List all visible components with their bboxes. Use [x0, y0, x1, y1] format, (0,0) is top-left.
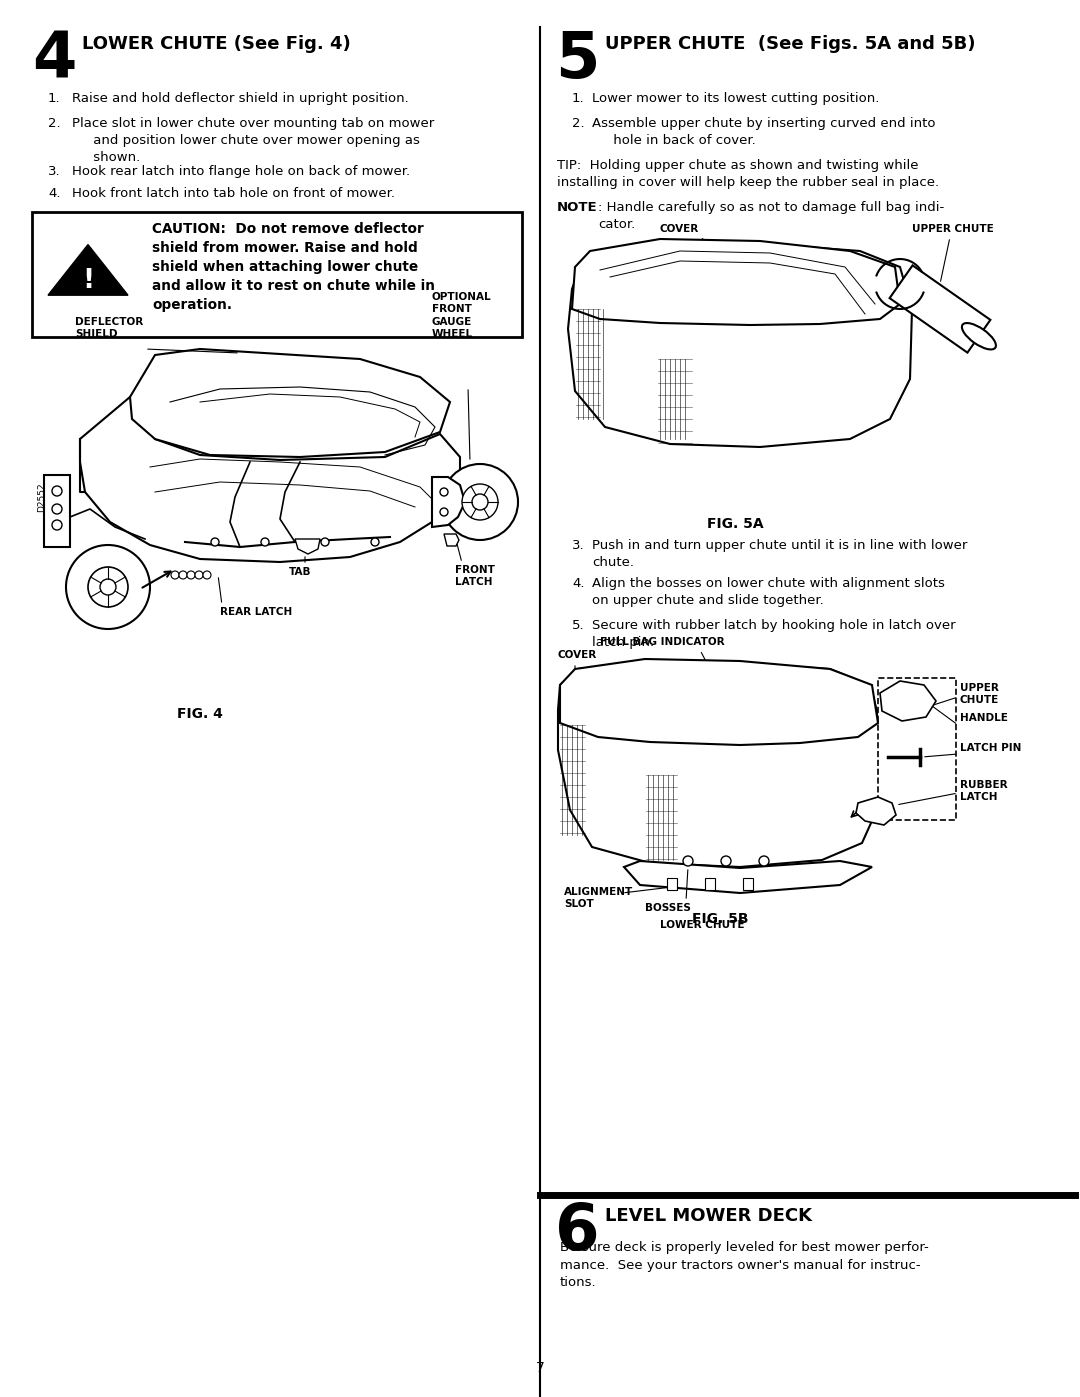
Polygon shape [856, 798, 896, 826]
Polygon shape [432, 476, 465, 527]
Text: UPPER CHUTE  (See Figs. 5A and 5B): UPPER CHUTE (See Figs. 5A and 5B) [605, 35, 975, 53]
FancyBboxPatch shape [44, 475, 70, 548]
Text: 2.: 2. [572, 117, 584, 130]
Circle shape [52, 486, 62, 496]
Polygon shape [80, 397, 460, 562]
Text: FULL BAG INDICATOR: FULL BAG INDICATOR [600, 637, 725, 647]
Text: 3.: 3. [572, 539, 584, 552]
Text: 5.: 5. [572, 619, 584, 631]
Circle shape [472, 495, 488, 510]
Circle shape [171, 571, 179, 578]
Text: 7: 7 [536, 1361, 544, 1375]
Text: RUBBER
LATCH: RUBBER LATCH [960, 780, 1008, 802]
FancyBboxPatch shape [32, 212, 522, 337]
Polygon shape [624, 861, 872, 893]
Circle shape [100, 578, 116, 595]
Text: 4: 4 [32, 29, 77, 91]
Ellipse shape [962, 323, 996, 349]
Text: LOWER CHUTE: LOWER CHUTE [660, 921, 744, 930]
Text: NOTE: NOTE [557, 201, 597, 214]
Text: TAB: TAB [288, 567, 311, 577]
Circle shape [52, 520, 62, 529]
Text: 6: 6 [555, 1201, 599, 1263]
Text: COVER: COVER [557, 650, 596, 659]
FancyBboxPatch shape [878, 678, 956, 820]
Text: Secure with rubber latch by hooking hole in latch over
latch pin.: Secure with rubber latch by hooking hole… [592, 619, 956, 650]
Text: HANDLE: HANDLE [960, 712, 1008, 724]
Polygon shape [130, 349, 450, 457]
Text: UPPER CHUTE: UPPER CHUTE [912, 224, 994, 235]
Text: Place slot in lower chute over mounting tab on mower
     and position lower chu: Place slot in lower chute over mounting … [72, 117, 434, 163]
Text: REAR LATCH: REAR LATCH [220, 608, 293, 617]
Circle shape [261, 538, 269, 546]
Circle shape [66, 545, 150, 629]
Text: Assemble upper chute by inserting curved end into
     hole in back of cover.: Assemble upper chute by inserting curved… [592, 117, 935, 147]
Text: Align the bosses on lower chute with alignment slots
on upper chute and slide to: Align the bosses on lower chute with ali… [592, 577, 945, 608]
Circle shape [87, 567, 129, 608]
Text: FIG. 4: FIG. 4 [177, 707, 222, 721]
Polygon shape [880, 680, 936, 721]
Text: FIG. 5B: FIG. 5B [692, 912, 748, 926]
Circle shape [203, 571, 211, 578]
Text: COVER: COVER [660, 224, 699, 235]
Text: ALIGNMENT
SLOT: ALIGNMENT SLOT [564, 887, 633, 909]
Circle shape [52, 504, 62, 514]
Text: 3.: 3. [48, 165, 60, 177]
Text: 4.: 4. [572, 577, 584, 590]
Text: 2.: 2. [48, 117, 60, 130]
Text: 1.: 1. [48, 92, 60, 105]
Text: Push in and turn upper chute until it is in line with lower
chute.: Push in and turn upper chute until it is… [592, 539, 968, 569]
Circle shape [321, 538, 329, 546]
FancyBboxPatch shape [667, 877, 677, 890]
Circle shape [462, 483, 498, 520]
Text: CAUTION:  Do not remove deflector
shield from mower. Raise and hold
shield when : CAUTION: Do not remove deflector shield … [152, 222, 435, 312]
Circle shape [195, 571, 203, 578]
Text: Lower mower to its lowest cutting position.: Lower mower to its lowest cutting positi… [592, 92, 879, 105]
Text: TIP:  Holding upper chute as shown and twisting while
installing in cover will h: TIP: Holding upper chute as shown and tw… [557, 159, 940, 189]
FancyBboxPatch shape [743, 877, 753, 890]
Text: 5: 5 [555, 29, 599, 91]
Circle shape [442, 464, 518, 541]
Polygon shape [568, 243, 912, 447]
Polygon shape [48, 244, 129, 295]
Text: LOWER CHUTE (See Fig. 4): LOWER CHUTE (See Fig. 4) [82, 35, 351, 53]
Text: FRONT
LATCH: FRONT LATCH [455, 564, 495, 587]
FancyBboxPatch shape [705, 877, 715, 890]
Circle shape [440, 488, 448, 496]
Text: Hook front latch into tab hole on front of mower.: Hook front latch into tab hole on front … [72, 187, 395, 200]
Polygon shape [890, 265, 990, 352]
Text: 4.: 4. [48, 187, 60, 200]
Text: OPTIONAL
FRONT
GAUGE
WHEEL: OPTIONAL FRONT GAUGE WHEEL [432, 292, 491, 339]
Polygon shape [444, 534, 459, 546]
Circle shape [683, 856, 693, 866]
Text: Raise and hold deflector shield in upright position.: Raise and hold deflector shield in uprig… [72, 92, 408, 105]
Circle shape [179, 571, 187, 578]
Text: DEFLECTOR
SHIELD: DEFLECTOR SHIELD [75, 317, 144, 339]
Text: D2552: D2552 [38, 482, 46, 511]
Circle shape [187, 571, 195, 578]
Polygon shape [561, 659, 878, 745]
Text: 1.: 1. [572, 92, 584, 105]
Circle shape [721, 856, 731, 866]
Polygon shape [558, 661, 882, 868]
Circle shape [759, 856, 769, 866]
Polygon shape [572, 239, 900, 326]
Circle shape [372, 538, 379, 546]
Text: FIG. 5A: FIG. 5A [706, 517, 764, 531]
Text: LEVEL MOWER DECK: LEVEL MOWER DECK [605, 1207, 812, 1225]
Text: UPPER
CHUTE: UPPER CHUTE [960, 683, 999, 705]
Text: Be sure deck is properly leveled for best mower perfor-
mance.  See your tractor: Be sure deck is properly leveled for bes… [561, 1241, 929, 1289]
Circle shape [211, 538, 219, 546]
Circle shape [440, 509, 448, 515]
Text: Hook rear latch into flange hole on back of mower.: Hook rear latch into flange hole on back… [72, 165, 410, 177]
Text: !: ! [82, 267, 94, 293]
Text: LATCH PIN: LATCH PIN [960, 743, 1022, 753]
Polygon shape [295, 539, 320, 555]
Text: : Handle carefully so as not to damage full bag indi-
cator.: : Handle carefully so as not to damage f… [598, 201, 944, 231]
Text: BOSSES: BOSSES [645, 902, 691, 914]
